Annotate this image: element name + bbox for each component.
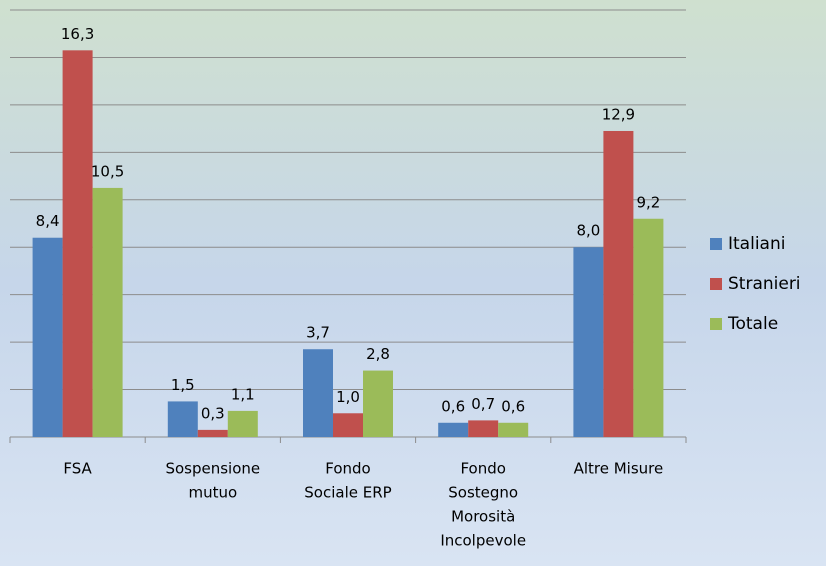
value-label: 0,6 xyxy=(441,397,465,415)
bar xyxy=(633,218,664,437)
value-label: 1,0 xyxy=(336,388,360,406)
bar xyxy=(167,401,198,437)
bar xyxy=(303,349,333,437)
x-tick-label: Morosità xyxy=(451,508,515,526)
legend-label: Italiani xyxy=(728,234,785,254)
value-label: 0,3 xyxy=(201,404,225,422)
bar xyxy=(363,370,393,437)
bar xyxy=(62,50,93,437)
value-label: 8,4 xyxy=(36,212,60,230)
bar xyxy=(468,420,499,437)
value-label: 3,7 xyxy=(306,324,330,342)
x-tick-label: Fondo xyxy=(325,460,370,478)
value-label: 16,3 xyxy=(61,25,94,43)
value-label: 1,1 xyxy=(231,385,255,403)
bar xyxy=(92,187,123,437)
x-tick-label: FSA xyxy=(63,460,92,478)
bar xyxy=(603,130,634,437)
bar xyxy=(573,247,604,437)
legend-swatch xyxy=(710,238,722,250)
value-label: 8,0 xyxy=(576,222,600,240)
bar xyxy=(498,422,529,437)
x-tick-label: Sostegno xyxy=(448,484,518,502)
x-tick-label: Sospensione xyxy=(165,460,260,478)
bar xyxy=(333,413,363,437)
value-label: 12,9 xyxy=(602,105,635,123)
legend-label: Stranieri xyxy=(728,274,801,294)
bar xyxy=(197,429,228,437)
value-label: 2,8 xyxy=(366,345,390,363)
bar xyxy=(227,410,258,437)
bar xyxy=(438,422,469,437)
x-tick-label: Altre Misure xyxy=(574,460,664,478)
legend-swatch xyxy=(710,278,722,290)
value-label: 9,2 xyxy=(636,193,660,211)
x-tick-label: Fondo xyxy=(460,460,505,478)
x-tick-label: mutuo xyxy=(188,484,237,502)
value-label: 0,7 xyxy=(471,395,495,413)
x-tick-label: Incolpevole xyxy=(440,532,526,550)
legend-swatch xyxy=(710,318,722,330)
value-label: 0,6 xyxy=(501,397,525,415)
bar xyxy=(32,237,63,437)
legend-label: Totale xyxy=(727,314,778,334)
value-label: 10,5 xyxy=(91,162,124,180)
value-label: 1,5 xyxy=(171,376,195,394)
x-tick-label: Sociale ERP xyxy=(304,484,391,502)
